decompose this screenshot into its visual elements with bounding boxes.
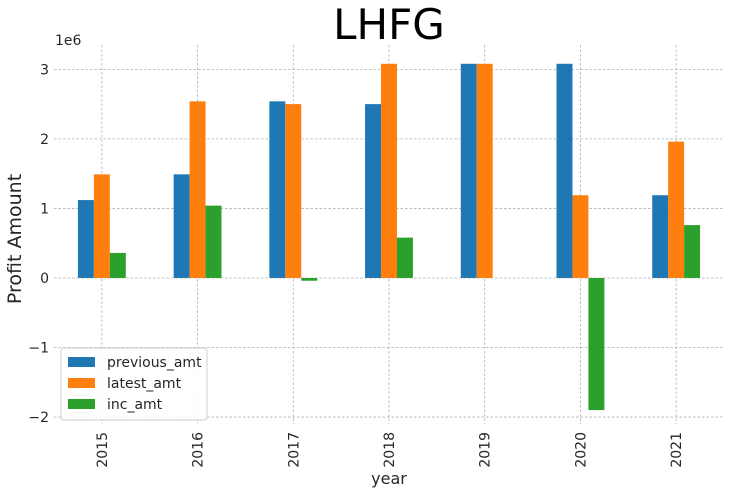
x-tick-label: 2016: [191, 432, 207, 468]
bar-inc_amt: [205, 205, 222, 278]
bar-latest_amt: [93, 174, 110, 278]
bars: [77, 63, 701, 411]
x-tick-label: 2019: [478, 432, 494, 468]
bar-previous_amt: [365, 104, 382, 278]
bar-inc_amt: [109, 252, 126, 278]
legend-label: latest_amt: [107, 376, 182, 392]
legend-frame: [60, 347, 208, 421]
y-axis-label: Profit Amount: [4, 174, 26, 304]
x-tick-label: 2015: [95, 432, 111, 468]
bar-latest_amt: [668, 141, 685, 278]
y-tick-label: −1: [28, 341, 49, 357]
legend: previous_amt latest_amt inc_amt: [60, 347, 208, 421]
x-tick-label: 2021: [669, 432, 685, 468]
bar-previous_amt: [173, 174, 190, 278]
legend-swatch: [68, 357, 95, 367]
bar-inc_amt: [396, 237, 413, 278]
bar-previous_amt: [460, 63, 477, 278]
x-axis-label: year: [371, 469, 407, 488]
bar-latest_amt: [572, 195, 589, 278]
y-tick-label: 3: [40, 62, 49, 78]
bar-inc_amt: [588, 277, 605, 411]
legend-label: inc_amt: [107, 397, 163, 413]
y-tick-label: −2: [28, 410, 49, 426]
y-tick-label: 0: [40, 271, 49, 287]
bar-latest_amt: [285, 104, 302, 278]
x-tick-label: 2020: [573, 432, 589, 468]
legend-label: previous_amt: [107, 355, 202, 371]
y-offset-text: 1e6: [55, 33, 82, 49]
bar-inc_amt: [301, 277, 318, 281]
bar-previous_amt: [556, 63, 573, 278]
chart-title: LHFG: [333, 0, 445, 49]
legend-swatch: [68, 399, 95, 409]
bar-previous_amt: [269, 101, 286, 278]
bar-inc_amt: [684, 225, 701, 278]
y-tick-label: 1: [40, 201, 49, 217]
y-tick-label: 2: [40, 132, 49, 148]
legend-swatch: [68, 378, 95, 388]
x-ticks: 2015 2016 2017 2018 2019 2020 2021: [95, 432, 685, 468]
bar-latest_amt: [476, 63, 493, 278]
bar-previous_amt: [77, 200, 94, 278]
x-tick-label: 2018: [382, 432, 398, 468]
bar-latest_amt: [381, 63, 397, 278]
bar-latest_amt: [189, 101, 206, 278]
y-ticks: −2 −1 0 1 2 3: [28, 62, 49, 426]
x-tick-label: 2017: [286, 432, 302, 468]
bar-previous_amt: [652, 195, 669, 278]
